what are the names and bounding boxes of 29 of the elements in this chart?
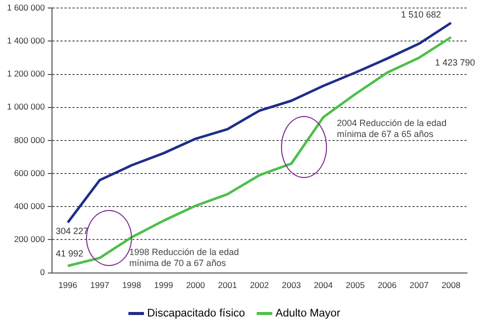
x-tick-label: 2002 xyxy=(250,280,270,290)
data-label: 1 510 682 xyxy=(400,9,442,20)
x-tick-label: 1997 xyxy=(90,280,110,290)
x-tick-label: 2001 xyxy=(218,280,238,290)
annotation: 2004 Reducción de la edad mínima de 67 a 65 años xyxy=(336,118,446,140)
y-tick-label: 800 000 xyxy=(14,134,46,145)
y-tick-label: 1 600 000 xyxy=(6,2,46,12)
y-tick-label: 1 400 000 xyxy=(6,36,46,46)
legend-label: Discapacitado físico xyxy=(147,308,246,320)
y-tick-label: 1 200 000 xyxy=(6,68,46,79)
y-tick-label: 1 000 000 xyxy=(6,102,46,112)
y-tick-label: 600 000 xyxy=(14,168,46,178)
x-tick-label: 1996 xyxy=(58,280,78,290)
x-tick-label: 2005 xyxy=(346,280,365,290)
annotation: 1998 Reducción de la edad mínima de 70 a 67 años xyxy=(129,246,239,269)
y-tick-label: 400 000 xyxy=(14,200,46,211)
x-tick-label: 2000 xyxy=(186,280,206,290)
legend-label: Adulto Mayor xyxy=(276,308,341,320)
x-tick-label: 2004 xyxy=(314,280,334,290)
data-label: 41 992 xyxy=(56,248,84,258)
data-label: 1 423 790 xyxy=(434,58,476,68)
x-tick-label: 2003 xyxy=(282,280,302,290)
y-tick-label: 200 000 xyxy=(14,234,46,244)
x-tick-label: 2008 xyxy=(442,280,461,290)
x-tick-label: 1998 xyxy=(122,280,142,290)
x-tick-label: 2006 xyxy=(378,280,397,290)
x-tick-label: 2007 xyxy=(410,280,429,290)
x-tick-label: 1999 xyxy=(154,280,174,290)
y-tick-label: 0 xyxy=(40,267,46,278)
